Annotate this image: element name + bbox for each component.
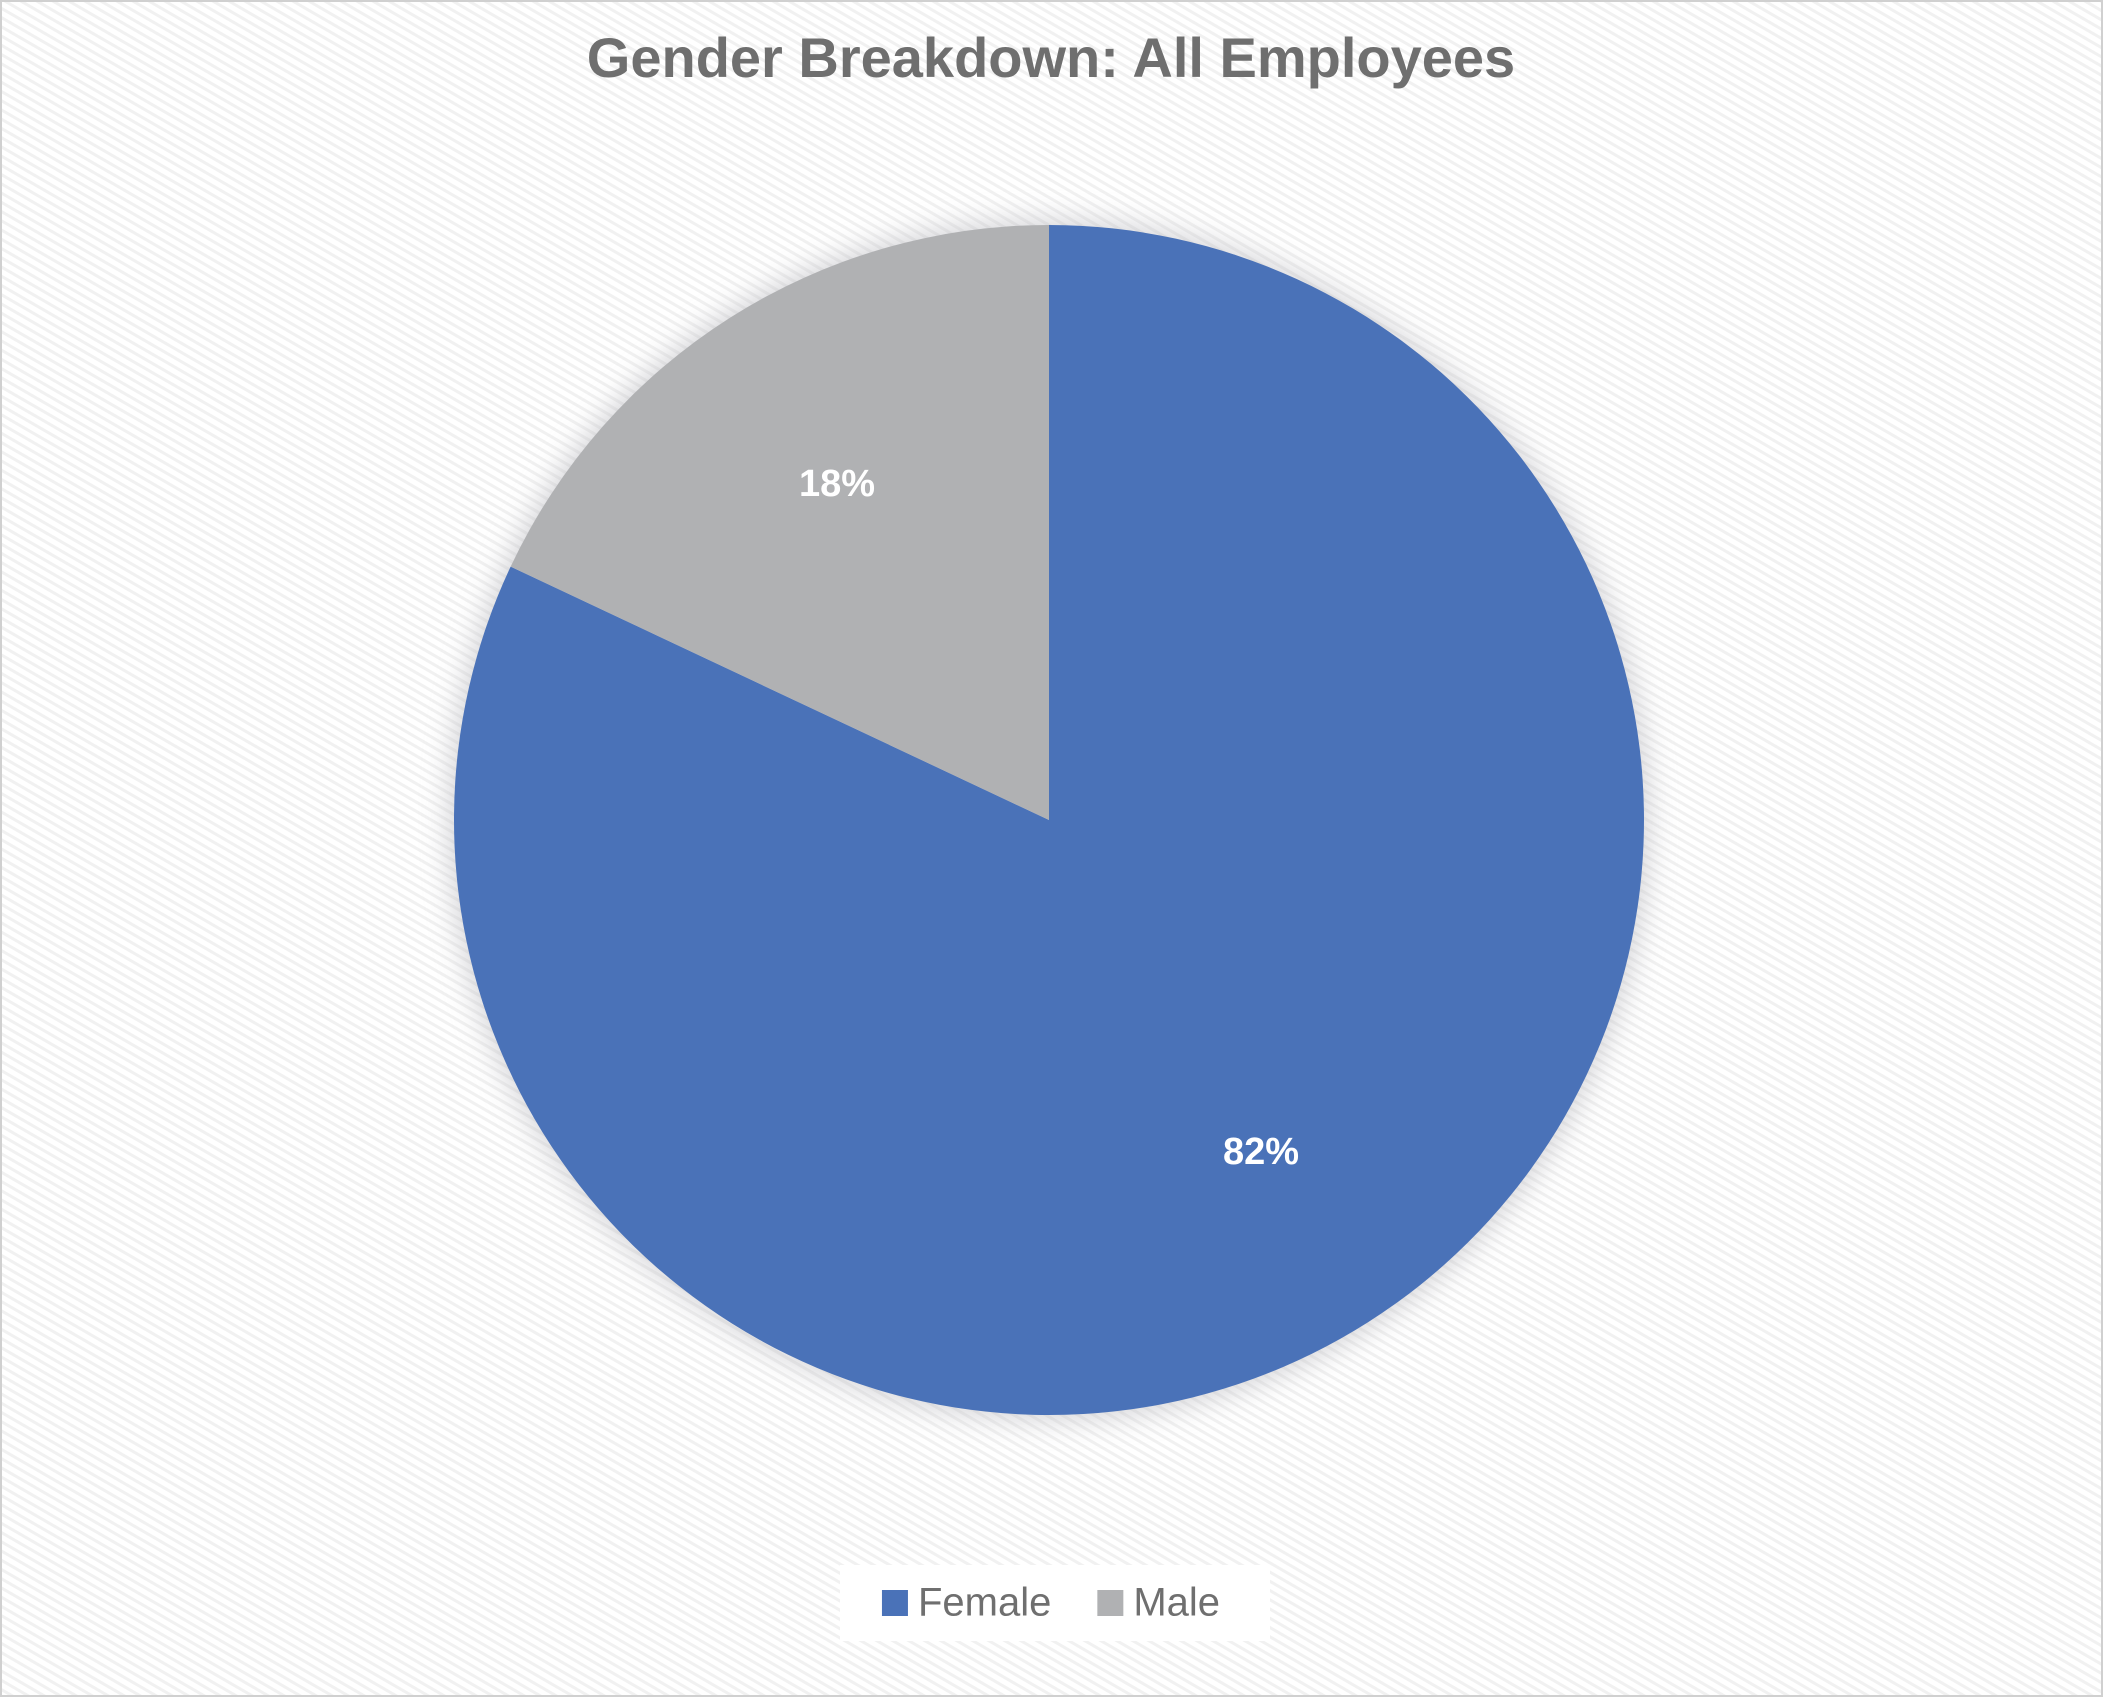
pie-slice (454, 225, 1645, 1416)
legend-label: Female (918, 1581, 1051, 1625)
pie-slice (510, 224, 1049, 820)
legend-label: Male (1133, 1581, 1220, 1625)
legend-box (840, 1565, 1270, 1641)
data-label: 18% (799, 463, 875, 505)
legend: Female Male (881, 1581, 1220, 1625)
data-label: 82% (1223, 1131, 1299, 1173)
legend-swatch (1097, 1590, 1124, 1616)
chart-title: Gender Breakdown: All Employees (587, 26, 1515, 89)
legend-swatch (881, 1590, 908, 1616)
pie: 82% 18% (454, 224, 1645, 1416)
